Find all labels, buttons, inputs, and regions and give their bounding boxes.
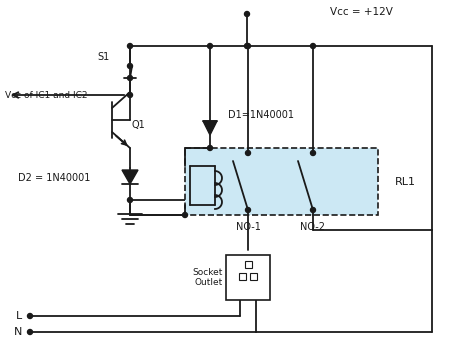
Text: Vcc of IC1 and IC2: Vcc of IC1 and IC2 [5,90,88,99]
Text: S1: S1 [98,52,110,62]
Circle shape [310,151,316,156]
Polygon shape [203,121,217,135]
Text: NO-2: NO-2 [301,222,326,232]
Polygon shape [122,170,138,184]
Circle shape [245,11,249,16]
Text: N: N [14,327,22,337]
Bar [245,261,252,268]
Circle shape [245,43,249,48]
Text: D2 = 1N40001: D2 = 1N40001 [18,173,91,183]
FancyBboxPatch shape [185,148,378,215]
Circle shape [128,75,133,80]
Text: NO-1: NO-1 [236,222,260,232]
Circle shape [246,208,250,213]
Text: Q1: Q1 [132,120,146,130]
Circle shape [27,314,33,319]
Text: D1=1N40001: D1=1N40001 [228,110,294,120]
Circle shape [128,198,133,203]
Circle shape [310,43,316,48]
Circle shape [246,43,250,48]
Circle shape [128,43,133,48]
Circle shape [246,151,250,156]
Circle shape [310,208,316,213]
FancyBboxPatch shape [226,255,270,300]
Text: RL1: RL1 [395,177,416,187]
Circle shape [128,63,133,68]
Text: Vcc = +12V: Vcc = +12V [330,7,393,17]
Text: Socket
Outlet: Socket Outlet [192,268,223,287]
Circle shape [128,93,133,98]
Circle shape [208,43,212,48]
Text: L: L [16,311,22,321]
Bar [250,273,257,280]
Bar [239,273,246,280]
Circle shape [182,213,188,218]
Circle shape [208,146,212,151]
Circle shape [27,330,33,335]
